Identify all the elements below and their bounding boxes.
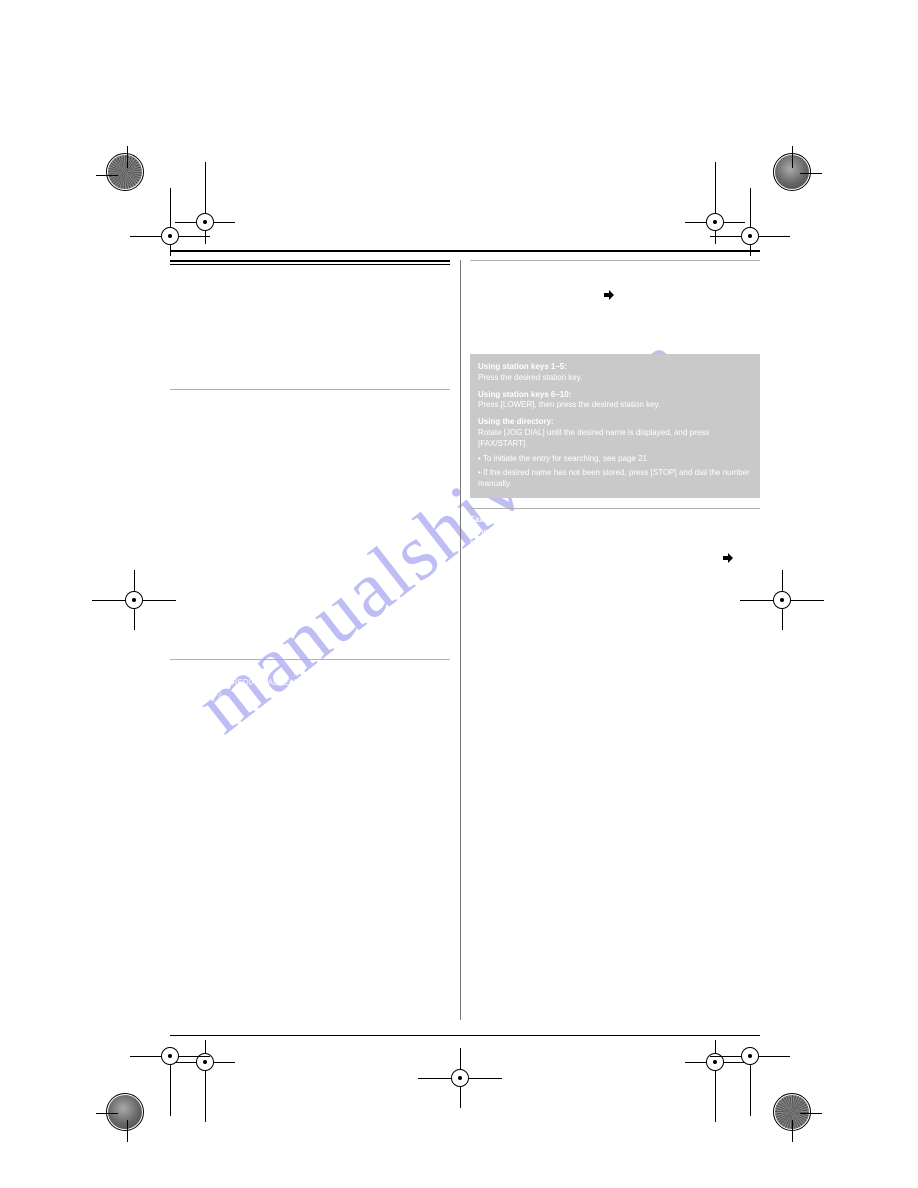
corner-line-bl-v	[127, 1120, 128, 1142]
right-sec1-body: Before using this feature, program the d…	[470, 279, 760, 304]
right-sec2-title: Fax auto redial	[470, 515, 760, 524]
grey-l2: Press [LOWER], then press the desired st…	[478, 400, 752, 411]
right-sec1-title: Sending a fax using the one-touch dial a…	[470, 267, 760, 276]
corner-line-tl-h	[96, 175, 118, 176]
right-sec2-body: If the line is busy or if there is no an…	[470, 527, 760, 549]
title-rule-thin	[170, 264, 450, 265]
corner-line-tr-h	[800, 173, 822, 174]
corner-line-tr-v	[792, 146, 793, 168]
corner-line-bl-h	[96, 1113, 118, 1114]
grey-l1: Press the desired station key.	[478, 373, 752, 384]
left-sec1-title: Kad-Kad	[170, 286, 450, 295]
corner-line-br-h	[800, 1113, 822, 1114]
right-rule-top	[470, 260, 760, 261]
grey-l4: • To initiate the entry for searching, s…	[478, 454, 752, 465]
page-ref-icon-2	[723, 553, 733, 567]
corner-line-tl-v	[127, 146, 128, 168]
left-sec2-title: Sending a fax manually	[170, 396, 450, 405]
right-column: Sending a fax using the one-touch dial a…	[470, 260, 760, 592]
right-rule-2	[470, 508, 760, 509]
grey-callout: Using station keys 1–5: Press the desire…	[470, 354, 760, 498]
right-bullet1: • This feature is also available for del…	[470, 553, 760, 578]
title-block: Fax Correspondence	[170, 260, 450, 282]
left-rule-1	[170, 389, 450, 390]
right-step2: 2 Insert the document FACE DOWN until a …	[470, 324, 760, 346]
grey-l5: • If the desired name has not been store…	[478, 468, 752, 490]
right-sec1-ref: p. 19, 20).	[617, 292, 653, 301]
grey-l3: Rotate [JOG DIAL] until the desired name…	[478, 428, 752, 450]
column-divider	[460, 260, 461, 1020]
page-ref-icon	[604, 290, 614, 304]
grey-title2: Using station keys 6–10:	[478, 390, 752, 401]
left-rule-2	[170, 659, 450, 660]
title-rule	[170, 260, 450, 262]
left-column: Kad-Kad (Sample body copy describing man…	[170, 280, 450, 700]
right-step1: 1 Open the document feeder and adjust th…	[470, 310, 760, 321]
corner-ring-tl	[106, 153, 144, 191]
corner-ring-bl	[106, 1093, 144, 1131]
grey-title1: Using station keys 1–5:	[478, 362, 752, 373]
left-sec2-body: (This section covers dialing, pressing F…	[170, 408, 450, 430]
left-sec3-title: To redial the last number	[170, 666, 450, 675]
corner-line-br-v	[792, 1120, 793, 1142]
left-sec1-body: (Sample body copy describing manual feed…	[170, 298, 450, 309]
grey-title3: Using the directory:	[478, 417, 752, 428]
right-bullet1-text: • This feature is also available for del…	[470, 555, 721, 564]
header-rule	[170, 250, 760, 252]
page-body: Fax Correspondence Kad-Kad (Sample body …	[170, 250, 760, 1030]
footer-rule	[170, 1035, 760, 1036]
right-bullet2: • During redial, the following will be d…	[470, 581, 760, 592]
left-sec3-body: (Describes using REDIAL/PAUSE. If the li…	[170, 678, 450, 700]
header-meta: KX-FHD331.book Page 28 Thursday, June 27…	[170, 140, 360, 147]
